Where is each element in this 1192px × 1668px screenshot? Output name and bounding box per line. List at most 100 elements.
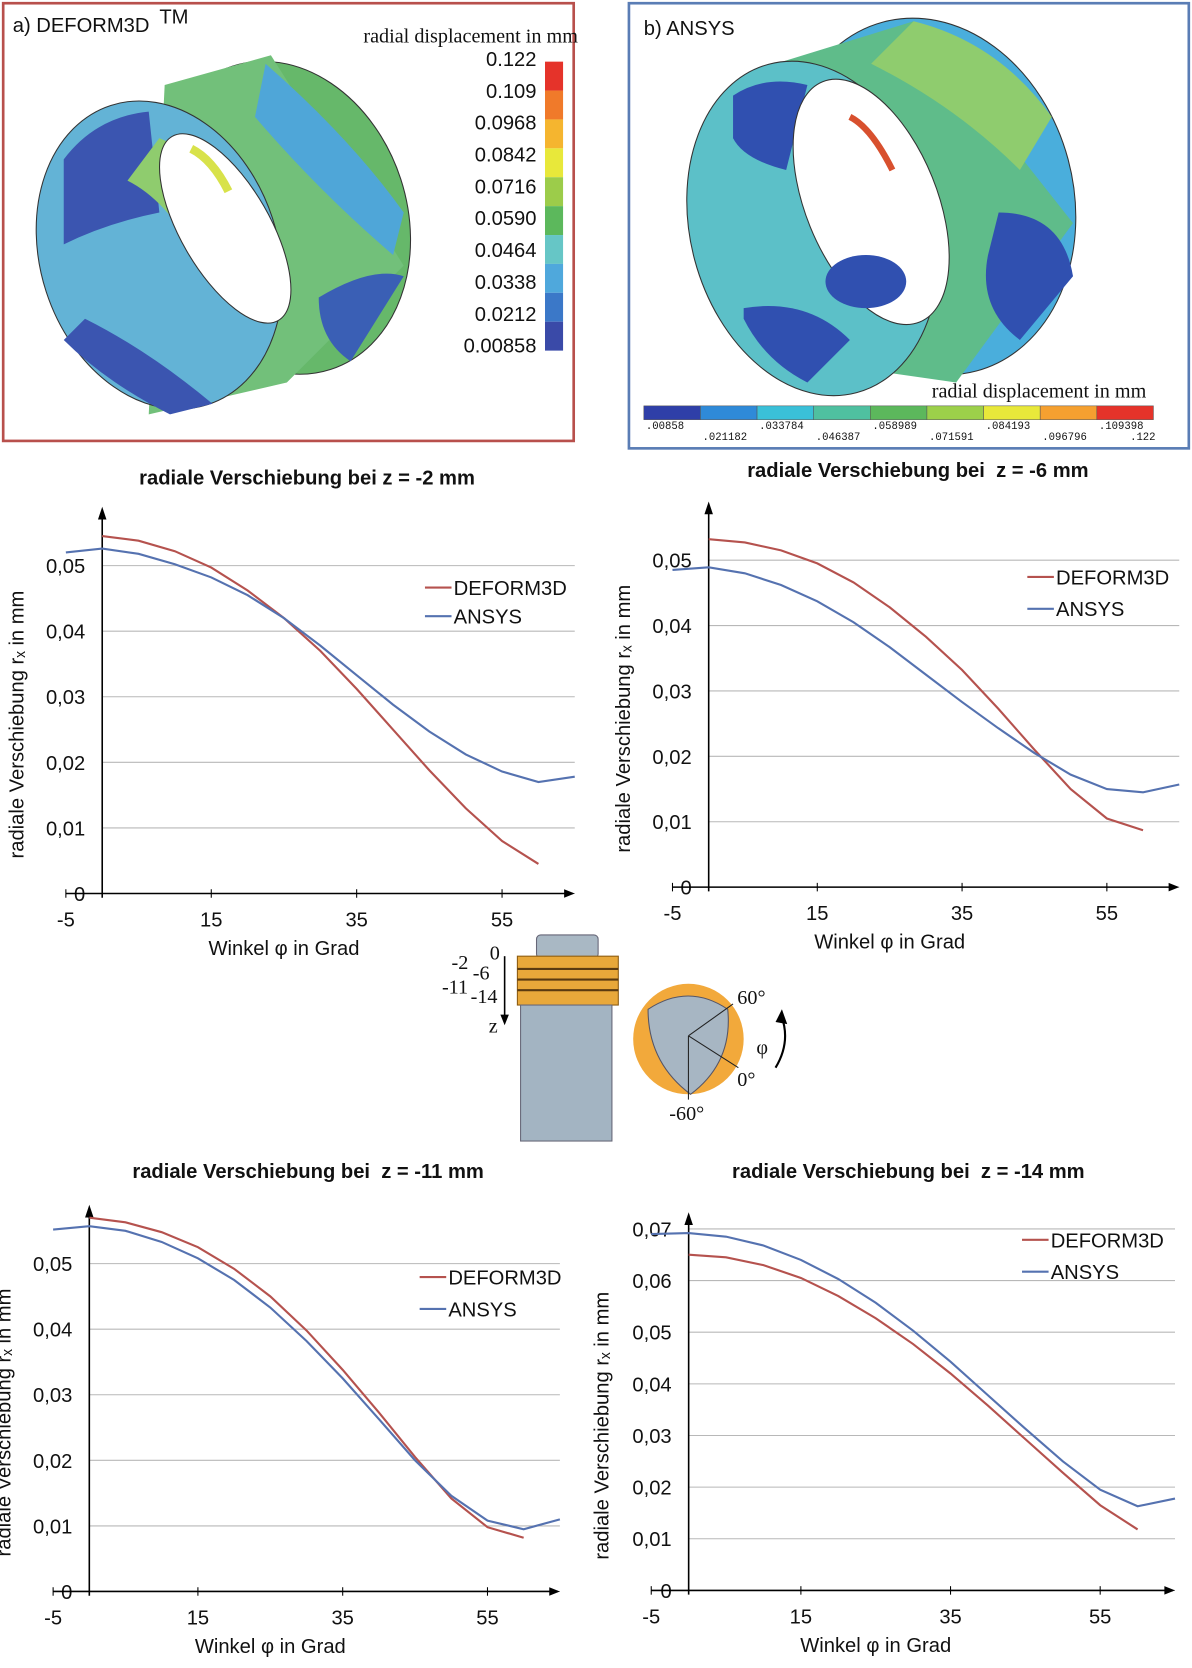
panel-b: b) ANSYS radial displacement in mm .0085… bbox=[627, 1, 1191, 450]
colorbar-label: 0.0968 bbox=[475, 113, 537, 135]
colorbar-block bbox=[545, 61, 564, 91]
colorbar-label: .122 bbox=[1130, 432, 1155, 444]
x-axis-arrow bbox=[1164, 1586, 1176, 1595]
colorbar-label: 0.0338 bbox=[475, 272, 537, 294]
x-axis-arrow bbox=[564, 889, 575, 898]
x-tick-label: 35 bbox=[331, 1607, 353, 1629]
y-tick-label: 0,04 bbox=[46, 622, 85, 644]
z-label: -6 bbox=[473, 963, 490, 985]
colorbar-block bbox=[545, 206, 564, 236]
y-tick-label: 0,03 bbox=[46, 687, 85, 709]
x-tick-label: -5 bbox=[664, 903, 682, 925]
data-line bbox=[651, 1231, 1176, 1508]
x-tick-label: 15 bbox=[806, 903, 828, 925]
colorbar-block bbox=[756, 405, 814, 420]
x-tick-label: -5 bbox=[642, 1606, 660, 1628]
chart-title: radiale Verschiebung bei z = -14 mm bbox=[732, 1161, 1085, 1183]
y-tick-label: 0 bbox=[660, 1581, 671, 1603]
x-axis-label: Winkel φ in Grad bbox=[208, 938, 359, 960]
y-tick-label: 0,04 bbox=[632, 1374, 671, 1396]
y-tick-label: 0,01 bbox=[33, 1516, 72, 1538]
ring-lines bbox=[517, 967, 619, 992]
fem-model bbox=[686, 17, 1077, 397]
colorbar-label: 0.109 bbox=[486, 81, 536, 103]
y-tick-label: 0,03 bbox=[33, 1385, 72, 1407]
y-tick-label: 0,01 bbox=[632, 1529, 671, 1551]
legend-label: ANSYS bbox=[454, 607, 522, 629]
y-tick-label: 0,06 bbox=[632, 1271, 671, 1293]
y-tick-label: 0 bbox=[74, 884, 85, 906]
colorbar-label: .084193 bbox=[986, 421, 1031, 433]
colorbar-label: .058989 bbox=[872, 421, 917, 433]
position-diagram: 0 -2 -6 -11 -14 z 60° φ 0° -60° bbox=[442, 932, 788, 1146]
angle-label: -60° bbox=[669, 1103, 704, 1125]
colorbar-block bbox=[983, 405, 1041, 420]
panel-a: a) DEFORM3D TM radial displacement in mm… bbox=[1, 1, 578, 443]
y-tick-label: 0,02 bbox=[33, 1451, 72, 1473]
y-tick-label: 0 bbox=[61, 1582, 72, 1604]
x-tick-label: -5 bbox=[57, 909, 75, 931]
colorbar-block bbox=[926, 405, 984, 420]
legend-label: DEFORM3D bbox=[454, 578, 567, 600]
y-tick-label: 0,01 bbox=[46, 818, 85, 840]
y-tick-label: 0,04 bbox=[33, 1320, 72, 1342]
shaft-cap bbox=[535, 934, 599, 959]
colorbar: .00858 .021182 .033784 .046387 .058989 .07159… bbox=[643, 405, 1156, 444]
y-tick-label: 0,03 bbox=[652, 681, 691, 703]
colorbar-block bbox=[545, 292, 564, 322]
line-chart: radiale Verschiebung bei z = -2 mm 0 0,01 0… bbox=[6, 467, 575, 960]
colorbar-block bbox=[1039, 405, 1098, 420]
chart-title: radiale Verschiebung bei z = -6 mm bbox=[747, 460, 1088, 482]
y-tick-label: 0,01 bbox=[652, 812, 691, 834]
y-tick-label: 0,05 bbox=[632, 1323, 671, 1345]
colorbar-label: 0.0212 bbox=[475, 304, 537, 326]
colorbar-label: 0.0590 bbox=[475, 208, 537, 230]
legend-title: radial displacement in mm bbox=[363, 26, 578, 48]
colorbar-block bbox=[700, 405, 758, 420]
legend-label: ANSYS bbox=[1056, 599, 1124, 621]
z-label: -14 bbox=[471, 986, 498, 1008]
x-tick-label: 55 bbox=[476, 1607, 498, 1629]
data-line bbox=[672, 566, 1180, 794]
colorbar-label: .00858 bbox=[646, 421, 684, 433]
colorbar-label: 0.00858 bbox=[464, 336, 537, 358]
phi-arrowhead bbox=[775, 1009, 788, 1025]
colorbar-block bbox=[545, 235, 564, 264]
x-axis-label: Winkel φ in Grad bbox=[814, 932, 965, 954]
panel-title: a) DEFORM3D bbox=[13, 15, 150, 37]
x-tick-label: 15 bbox=[790, 1606, 812, 1628]
data-line bbox=[89, 1216, 524, 1539]
chart-title: radiale Verschiebung bei z = -11 mm bbox=[132, 1161, 483, 1183]
angle-rays bbox=[687, 1003, 739, 1100]
colorbar-block bbox=[545, 148, 564, 178]
y-tick-label: 0,02 bbox=[632, 1478, 671, 1500]
data-line bbox=[53, 1225, 561, 1531]
y-tick-label: 0,02 bbox=[652, 747, 691, 769]
z-label: 0 bbox=[490, 942, 500, 964]
colorbar-label: 0.0716 bbox=[475, 176, 537, 198]
colorbar-label: .071591 bbox=[929, 432, 974, 444]
y-tick-label: 0,05 bbox=[46, 556, 85, 578]
legend-label: DEFORM3D bbox=[1051, 1230, 1164, 1252]
y-tick-label: 0,05 bbox=[652, 551, 691, 573]
x-tick-label: 35 bbox=[345, 909, 367, 931]
angle-label: 0° bbox=[737, 1069, 755, 1091]
y-tick-label: 0,04 bbox=[652, 616, 691, 638]
y-axis-label: radiale Verschiebung rₓ in mm bbox=[0, 1289, 16, 1557]
legend-label: DEFORM3D bbox=[1056, 567, 1169, 589]
y-axis-arrow bbox=[704, 501, 713, 515]
colorbar-block bbox=[870, 405, 928, 420]
y-axis-label: radiale Verschiebung rₓ in mm bbox=[6, 591, 28, 859]
x-axis-label: Winkel φ in Grad bbox=[800, 1635, 951, 1657]
y-tick-label: 0,05 bbox=[33, 1254, 72, 1276]
x-axis-arrow bbox=[1168, 882, 1180, 892]
legend-label: ANSYS bbox=[1051, 1262, 1119, 1284]
colorbar-label: 0.0842 bbox=[475, 145, 537, 167]
x-tick-label: -5 bbox=[44, 1607, 62, 1629]
colorbar-label: 0.0464 bbox=[475, 240, 537, 262]
y-tick-label: 0,03 bbox=[632, 1426, 671, 1448]
x-tick-label: 55 bbox=[491, 909, 513, 931]
colorbar-block bbox=[1096, 405, 1154, 420]
y-tick-label: 0 bbox=[680, 878, 691, 900]
